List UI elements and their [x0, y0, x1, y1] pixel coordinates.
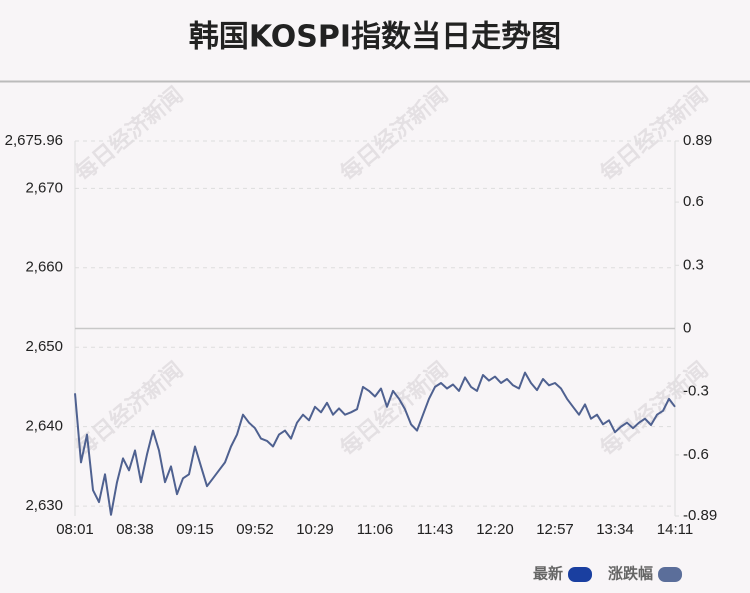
x-tick-label: 09:52 — [236, 521, 274, 538]
x-tick-label: 12:20 — [476, 521, 514, 538]
y-tick-label: 2,670 — [25, 179, 63, 196]
x-tick-label: 11:43 — [417, 521, 453, 538]
x-tick-label: 08:38 — [116, 521, 154, 538]
y2-tick-label: 0.89 — [683, 132, 712, 149]
legend-swatch — [658, 567, 683, 582]
y2-tick-label: -0.3 — [683, 383, 709, 400]
y2-tick-label: -0.6 — [683, 446, 709, 463]
y2-tick-label: -0.89 — [683, 507, 717, 524]
y-tick-label: 2,640 — [25, 418, 63, 435]
watermark: 每日经济新闻 — [70, 82, 188, 187]
y-tick-label: 2,650 — [25, 338, 63, 355]
y-tick-label: 2,630 — [25, 497, 63, 514]
watermark: 每日经济新闻 — [335, 82, 453, 187]
legend-label: 最新 — [533, 565, 563, 583]
y-tick-label: 2,660 — [25, 259, 63, 276]
x-tick-label: 13:34 — [596, 521, 634, 538]
x-tick-label: 14:11 — [657, 521, 693, 538]
x-tick-label: 12:57 — [536, 521, 574, 538]
y2-tick-label: 0.3 — [683, 256, 704, 273]
chart-title: 韩国KOSPI指数当日走势图 — [189, 20, 561, 55]
price-line — [74, 371, 676, 516]
y2-tick-label: 0.6 — [683, 193, 704, 210]
x-tick-label: 10:29 — [296, 521, 334, 538]
watermark: 每日经济新闻 — [335, 357, 453, 462]
legend-label: 涨跌幅 — [608, 565, 653, 583]
y-tick-label: 2,675.96 — [5, 132, 63, 149]
x-tick-label: 08:01 — [56, 521, 94, 538]
x-tick-label: 11:06 — [357, 521, 393, 538]
x-tick-label: 09:15 — [176, 521, 214, 538]
y2-tick-label: 0 — [683, 319, 691, 336]
legend-swatch — [568, 567, 593, 582]
